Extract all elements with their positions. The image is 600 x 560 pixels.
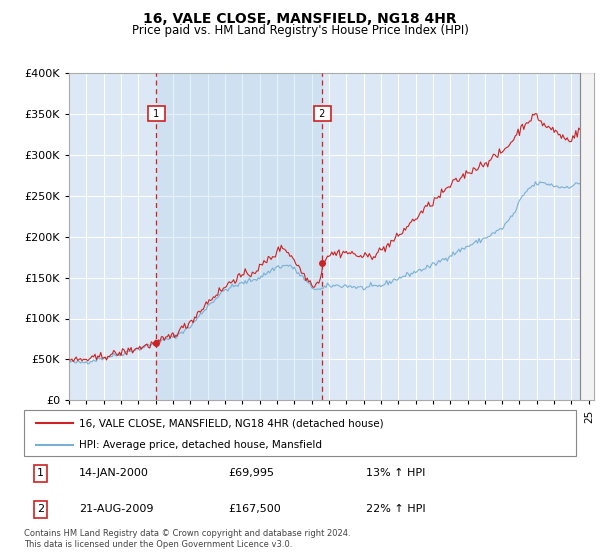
Text: 16, VALE CLOSE, MANSFIELD, NG18 4HR: 16, VALE CLOSE, MANSFIELD, NG18 4HR [143, 12, 457, 26]
Bar [580, 73, 598, 400]
Text: 2: 2 [37, 505, 44, 515]
Text: 13% ↑ HPI: 13% ↑ HPI [366, 468, 425, 478]
Text: 1: 1 [37, 468, 44, 478]
Text: £69,995: £69,995 [228, 468, 274, 478]
Text: £167,500: £167,500 [228, 505, 281, 515]
Bar [580, 73, 598, 400]
Bar [157, 73, 322, 400]
Text: 21-AUG-2009: 21-AUG-2009 [79, 505, 154, 515]
Text: 22% ↑ HPI: 22% ↑ HPI [366, 505, 426, 515]
Text: 16, VALE CLOSE, MANSFIELD, NG18 4HR (detached house): 16, VALE CLOSE, MANSFIELD, NG18 4HR (det… [79, 418, 384, 428]
Text: 2: 2 [316, 109, 329, 119]
Text: Price paid vs. HM Land Registry's House Price Index (HPI): Price paid vs. HM Land Registry's House … [131, 24, 469, 37]
Text: 1: 1 [150, 109, 163, 119]
Text: Contains HM Land Registry data © Crown copyright and database right 2024.
This d: Contains HM Land Registry data © Crown c… [24, 529, 350, 549]
Text: HPI: Average price, detached house, Mansfield: HPI: Average price, detached house, Mans… [79, 440, 322, 450]
Text: 14-JAN-2000: 14-JAN-2000 [79, 468, 149, 478]
